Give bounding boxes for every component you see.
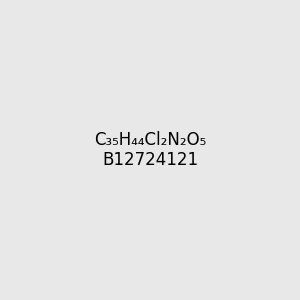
Text: C₃₅H₄₄Cl₂N₂O₅
B12724121: C₃₅H₄₄Cl₂N₂O₅ B12724121 bbox=[94, 130, 206, 170]
